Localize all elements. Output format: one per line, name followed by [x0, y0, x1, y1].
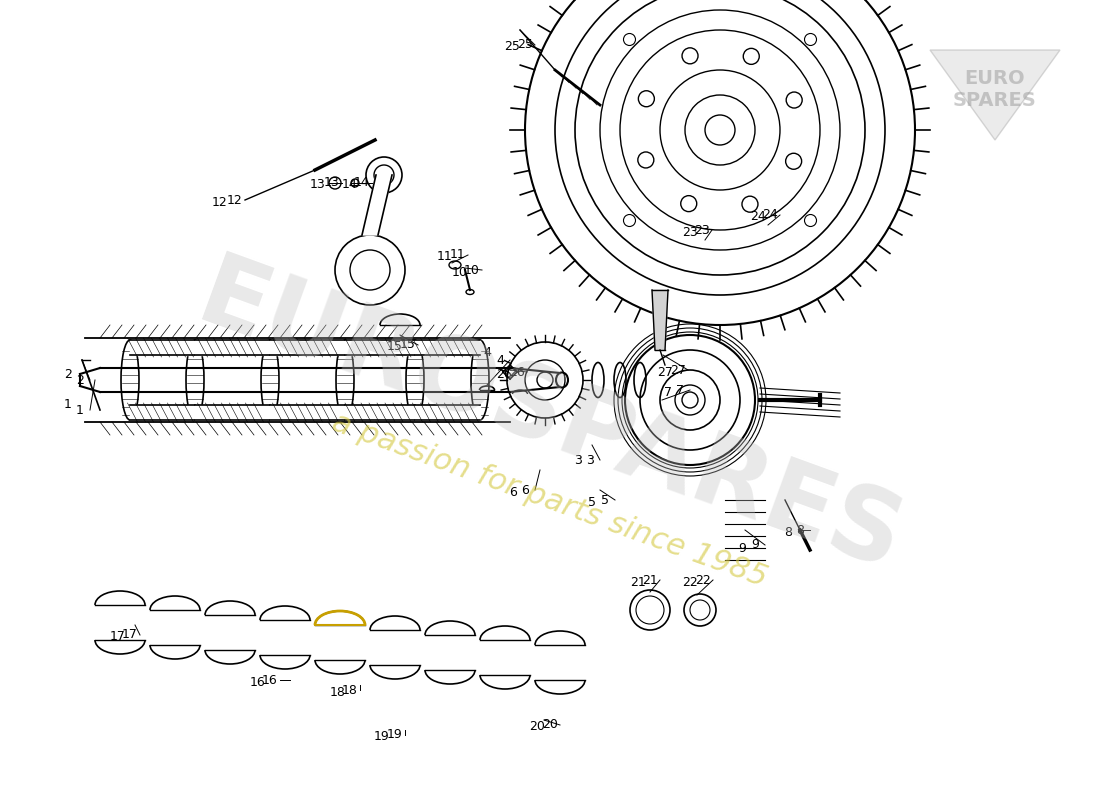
Text: 24: 24	[750, 210, 766, 223]
Polygon shape	[652, 290, 668, 350]
Text: 12: 12	[227, 194, 243, 206]
Polygon shape	[130, 405, 195, 420]
Text: 7: 7	[664, 386, 672, 398]
Text: 10: 10	[464, 263, 480, 277]
Text: a passion for parts since 1985: a passion for parts since 1985	[329, 407, 771, 593]
Text: 18: 18	[330, 686, 345, 698]
Text: 18: 18	[342, 683, 358, 697]
Polygon shape	[195, 405, 270, 420]
Text: 4: 4	[496, 354, 504, 366]
Text: 22: 22	[695, 574, 711, 586]
Text: 6: 6	[521, 483, 529, 497]
Text: 8: 8	[784, 526, 792, 538]
Text: 15: 15	[387, 341, 403, 354]
Text: 9: 9	[738, 542, 746, 554]
Text: 26: 26	[496, 367, 512, 381]
Text: 15: 15	[400, 338, 416, 351]
Text: 17: 17	[110, 630, 125, 643]
Text: 21: 21	[630, 575, 646, 589]
Text: 25: 25	[504, 41, 520, 54]
Text: EUROSPARES: EUROSPARES	[185, 247, 915, 593]
Text: 19: 19	[387, 729, 403, 742]
Text: 1: 1	[64, 398, 72, 411]
Text: 3: 3	[586, 454, 594, 466]
Text: 19: 19	[374, 730, 389, 743]
Text: 14: 14	[354, 177, 370, 190]
Text: 11: 11	[437, 250, 453, 263]
Text: 2: 2	[76, 374, 84, 386]
Text: 11: 11	[450, 249, 466, 262]
Text: 22: 22	[682, 575, 697, 589]
Text: 2: 2	[64, 369, 72, 382]
Text: 17: 17	[122, 629, 138, 642]
Text: 5: 5	[588, 495, 596, 509]
Polygon shape	[345, 405, 415, 420]
Text: 27: 27	[670, 363, 686, 377]
Text: 7: 7	[676, 383, 684, 397]
Text: 12: 12	[212, 195, 228, 209]
Text: 14: 14	[342, 178, 358, 191]
Text: 8: 8	[796, 523, 804, 537]
Polygon shape	[270, 405, 345, 420]
Text: 3: 3	[574, 454, 582, 466]
Polygon shape	[130, 340, 195, 355]
Text: 9: 9	[751, 538, 759, 551]
Polygon shape	[195, 340, 270, 355]
Text: 25: 25	[517, 38, 532, 51]
Text: EURO
SPARES: EURO SPARES	[953, 70, 1037, 110]
Text: 13: 13	[324, 177, 340, 190]
Polygon shape	[415, 405, 480, 420]
Polygon shape	[345, 340, 415, 355]
Text: 1: 1	[76, 403, 84, 417]
Text: 21: 21	[642, 574, 658, 586]
Text: 20: 20	[542, 718, 558, 731]
Text: 4: 4	[483, 346, 491, 358]
Text: 16: 16	[250, 675, 266, 689]
Polygon shape	[270, 340, 345, 355]
Text: 23: 23	[682, 226, 697, 238]
Text: 13: 13	[310, 178, 326, 191]
Text: 6: 6	[509, 486, 517, 498]
Text: 10: 10	[452, 266, 468, 278]
Polygon shape	[930, 50, 1060, 140]
Text: 5: 5	[601, 494, 609, 506]
Text: 26: 26	[509, 366, 525, 378]
Polygon shape	[415, 340, 480, 355]
Text: 24: 24	[762, 209, 778, 222]
Text: 27: 27	[657, 366, 673, 378]
Text: 16: 16	[262, 674, 278, 686]
Polygon shape	[362, 175, 392, 235]
Text: 20: 20	[529, 721, 544, 734]
Text: 23: 23	[694, 223, 710, 237]
